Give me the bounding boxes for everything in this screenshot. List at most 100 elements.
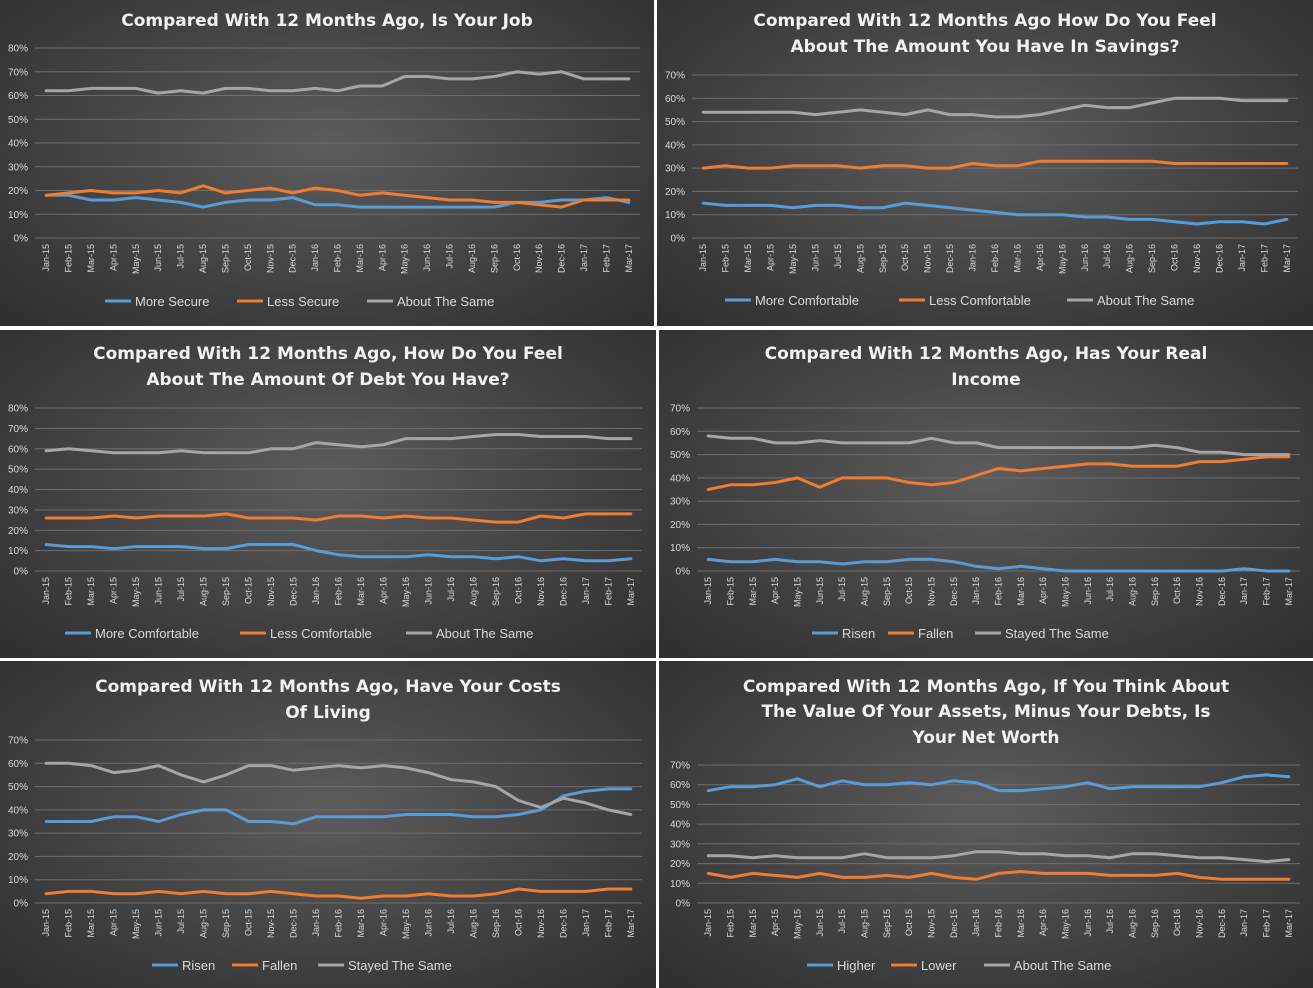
x-tick-label: Jul-16 [1105,909,1115,934]
x-tick-label: Aug-16 [1128,577,1138,606]
x-tick-label: Jun-15 [815,909,825,937]
x-tick-label: Jun-15 [153,244,163,272]
series-line-1 [44,543,633,563]
x-tick-label: Dec-16 [558,909,568,938]
chart-net-worth: Compared With 12 Months Ago, If You Thin… [670,677,1300,973]
legend-label: More Comfortable [755,293,859,308]
x-tick-label: Sep-15 [882,577,892,606]
x-tick-label: Feb-17 [601,244,611,273]
x-tick-label: Jan-15 [41,577,51,605]
chart-real-income: Compared With 12 Months Ago, Has Your Re… [670,344,1300,641]
x-tick-label: Mar-17 [624,244,634,273]
x-tick-label: Jun-15 [154,909,164,937]
x-tick-label: Dec-15 [289,577,299,606]
x-tick-label: Jul-16 [445,244,455,269]
x-tick-label: Feb-16 [994,577,1004,606]
y-tick-label: 0% [671,234,686,245]
x-tick-label: Sep-15 [220,244,230,273]
x-tick-label: Jan-17 [1239,577,1249,605]
x-tick-label: Oct-15 [900,244,910,271]
x-tick-label: Dec-15 [289,909,299,938]
y-tick-label: 30% [670,497,690,508]
y-tick-label: 20% [8,852,28,863]
chart-job: Compared With 12 Months Ago, Is Your Job… [8,11,640,309]
x-tick-label: Mar-16 [1016,577,1026,606]
x-tick-label: Mar-15 [748,909,758,938]
x-tick-label: Jan-15 [698,244,708,272]
chart-costs-of-living: Compared With 12 Months Ago, Have Your C… [8,677,642,973]
x-tick-label: May-15 [788,244,798,274]
x-tick-label: Sep-16 [1150,909,1160,938]
y-tick-label: 40% [8,805,28,816]
x-tick-label: Jun-15 [810,244,820,272]
x-tick-label: Feb-16 [994,909,1004,938]
x-tick-label: Mar-15 [86,909,96,938]
x-tick-label: Jun-16 [1083,577,1093,605]
y-tick-label: 60% [8,91,28,102]
x-tick-label: Aug-16 [467,244,477,273]
x-tick-label: Oct-16 [1172,909,1182,936]
x-tick-label: Feb-15 [64,909,74,938]
y-tick-label: 60% [670,780,690,791]
chart-panel-job: Compared With 12 Months Ago, Is Your Job… [0,0,654,326]
x-tick-label: Nov-15 [266,909,276,938]
y-tick-label: 10% [8,210,28,221]
y-tick-label: 50% [8,115,28,126]
chart-title: The Value Of Your Assets, Minus Your Deb… [761,702,1210,722]
y-tick-label: 40% [8,139,28,150]
x-tick-label: Feb-17 [603,909,613,938]
legend-label: Less Secure [267,294,339,309]
x-tick-label: Feb-16 [334,909,344,938]
y-tick-label: 50% [670,800,690,811]
x-tick-label: Oct-15 [904,577,914,604]
x-tick-label: Aug-15 [198,244,208,273]
x-tick-label: Nov-15 [923,244,933,273]
x-tick-label: Jan-16 [971,909,981,937]
chart-title: Compared With 12 Months Ago, How Do You … [93,344,563,364]
legend-label: About The Same [397,294,494,309]
x-tick-label: Nov-15 [927,577,937,606]
x-tick-label: Jul-15 [833,244,843,269]
series-line-3 [44,70,631,95]
y-tick-label: 10% [8,875,28,886]
x-tick-label: Dec-16 [1217,909,1227,938]
chart-title: Compared With 12 Months Ago, Have Your C… [95,677,561,697]
y-tick-label: 60% [8,759,28,770]
legend-label: Less Comfortable [929,293,1031,308]
x-tick-label: Oct-16 [513,909,523,936]
y-tick-label: 0% [14,899,29,910]
x-tick-label: Jan-15 [703,909,713,937]
y-tick-label: 70% [8,67,28,78]
legend-label: About The Same [436,626,533,641]
x-tick-label: Mar-17 [1284,577,1294,606]
x-tick-label: Jul-15 [837,909,847,934]
x-tick-label: Apr-15 [770,577,780,604]
x-tick-label: Apr-15 [766,244,776,271]
x-tick-label: Jan-17 [581,909,591,937]
series-line-3 [706,434,1291,457]
x-tick-label: Oct-15 [904,909,914,936]
x-tick-label: Jun-15 [154,577,164,605]
x-tick-label: May-16 [401,577,411,607]
x-tick-label: Oct-15 [243,244,253,271]
chart-title: Compared With 12 Months Ago, Is Your Job [121,11,533,31]
x-tick-label: Aug-16 [468,577,478,606]
legend-label: About The Same [1014,958,1111,973]
x-tick-label: Oct-15 [244,577,254,604]
x-tick-label: Apr-15 [109,577,119,604]
y-tick-label: 10% [665,210,685,221]
x-tick-label: May-16 [1061,577,1071,607]
x-tick-label: Sep-16 [491,909,501,938]
chart-panel-net-worth: Compared With 12 Months Ago, If You Thin… [659,661,1313,988]
x-tick-label: Jul-16 [1102,244,1112,269]
chart-panel-debt: Compared With 12 Months Ago, How Do You … [0,330,656,658]
x-tick-label: Aug-15 [199,909,209,938]
x-tick-label: May-15 [131,577,141,607]
chart-title: Your Net Worth [911,728,1059,748]
x-tick-label: Feb-16 [990,244,1000,273]
x-tick-label: Mar-17 [626,577,636,606]
x-tick-label: Oct-16 [513,577,523,604]
x-tick-label: Nov-16 [536,577,546,606]
y-tick-label: 50% [670,450,690,461]
y-tick-label: 60% [8,444,28,455]
